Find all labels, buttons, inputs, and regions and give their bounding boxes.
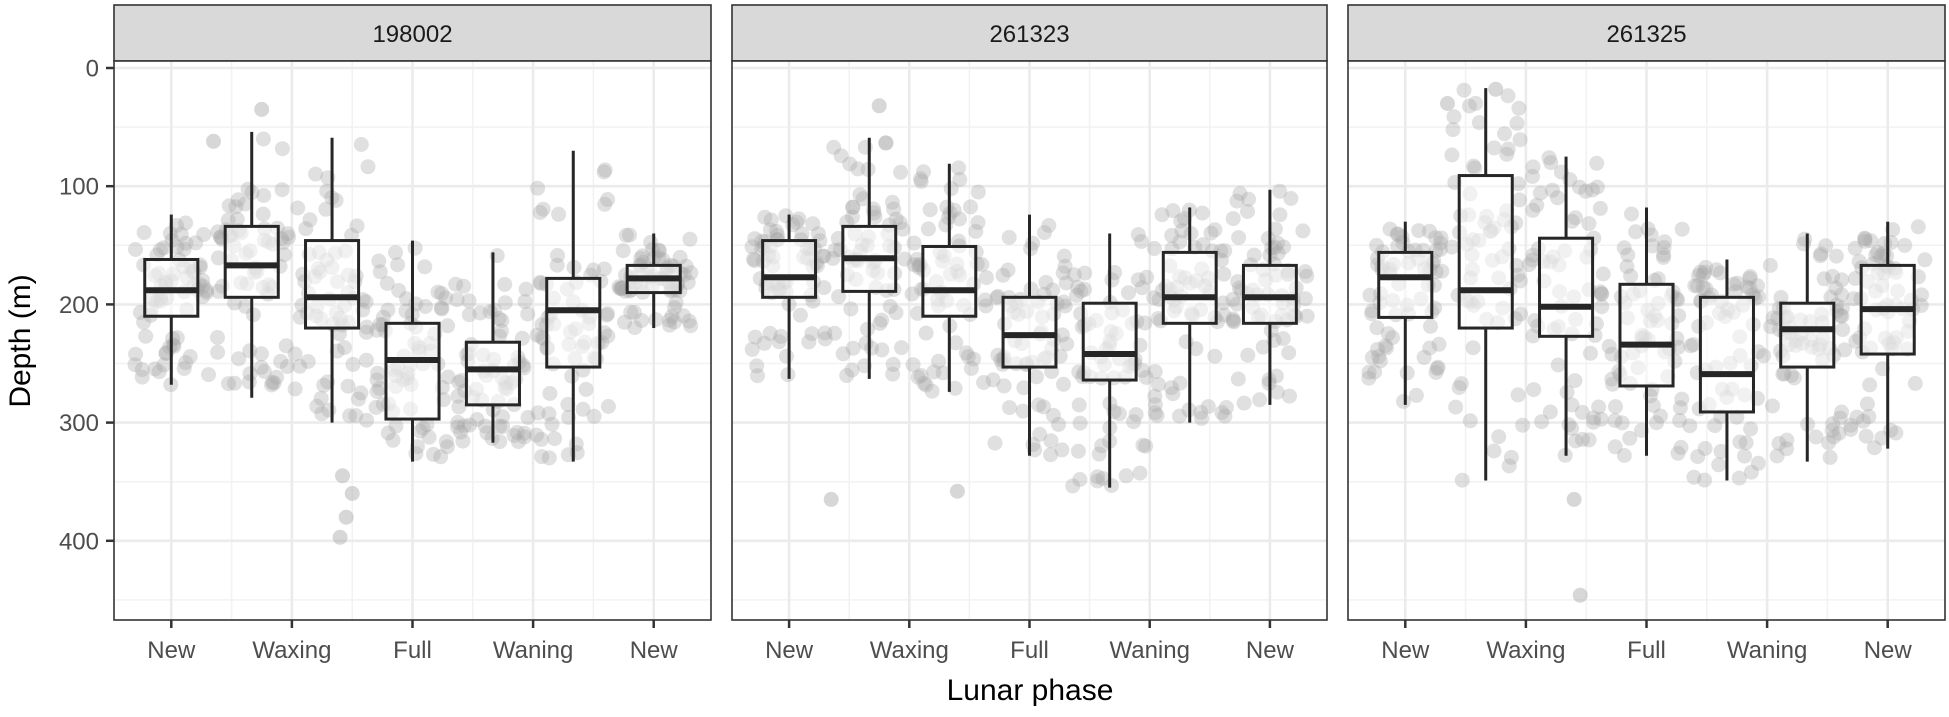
x-axis-title: Lunar phase (947, 674, 1114, 707)
x-tick-label: New (1864, 637, 1913, 664)
box-iqr (464, 340, 521, 407)
boxplot (1161, 207, 1218, 423)
x-tick-label: Waxing (1486, 637, 1565, 664)
facet-panel-261323: 261323 New Waxing Full Waning New (731, 4, 1328, 664)
boxplots (143, 131, 682, 462)
y-tick-label: 400 (59, 528, 99, 555)
boxplots (761, 137, 1298, 488)
boxplot (545, 150, 602, 462)
boxplot (1618, 207, 1675, 456)
x-tick-label: Waning (1109, 637, 1189, 664)
box-iqr (921, 244, 978, 318)
y-axis-title: Depth (m) (4, 274, 37, 407)
boxplot (304, 137, 361, 423)
outlier-point (1566, 491, 1582, 507)
boxplot (921, 163, 978, 392)
outlier-point (1440, 96, 1455, 111)
box-iqr (545, 276, 602, 369)
boxplot (1859, 221, 1916, 449)
boxplot (1538, 156, 1595, 456)
x-tick-label: New (147, 637, 196, 664)
outlier-point (1488, 81, 1504, 97)
x-tick-label: New (765, 637, 814, 664)
x-axis: New Waxing Full Waning New (147, 620, 678, 664)
boxplot (1377, 221, 1434, 405)
box-iqr (761, 239, 818, 299)
y-tick-label: 200 (59, 292, 99, 319)
box-iqr (1161, 250, 1218, 325)
x-tick-label: Waxing (252, 637, 331, 664)
x-axis: New Waxing Full Waning New (1381, 620, 1912, 664)
outlier-point (344, 486, 360, 501)
boxplot (841, 137, 898, 379)
boxplot (384, 240, 441, 462)
x-tick-label: New (1246, 637, 1295, 664)
outlier-point (949, 483, 965, 499)
y-tick-label: 300 (59, 410, 99, 437)
outlier-point (206, 133, 221, 149)
box-iqr (384, 321, 441, 421)
box-iqr (223, 224, 280, 299)
boxplot (223, 131, 280, 398)
y-tick-label: 0 (86, 56, 99, 83)
x-axis: New Waxing Full Waning New (765, 620, 1295, 664)
boxplot (625, 233, 682, 329)
outlier-point (823, 491, 839, 507)
facet-strip-label: 261323 (989, 21, 1069, 48)
x-tick-label: Full (1627, 637, 1666, 664)
x-tick-label: Full (393, 637, 432, 664)
x-tick-label: New (1381, 637, 1430, 664)
boxplot (1081, 233, 1138, 488)
boxplot (1001, 214, 1058, 456)
x-tick-label: Waning (493, 637, 573, 664)
boxplot (1457, 88, 1514, 481)
boxplot (1241, 189, 1298, 405)
box-iqr (1377, 250, 1434, 319)
box-iqr (1457, 174, 1514, 330)
outlier-point (338, 509, 354, 525)
x-tick-label: Waning (1727, 637, 1807, 664)
box-iqr (1698, 295, 1755, 414)
x-tick-label: Full (1010, 637, 1049, 664)
y-tick-label: 100 (59, 174, 99, 201)
x-tick-label: Waxing (870, 637, 949, 664)
facet-panel-261325: 261325 New Waxing Full Waning New (1347, 4, 1946, 664)
outlier-point (332, 529, 348, 545)
gridlines (732, 61, 1327, 620)
outlier-point (254, 101, 270, 117)
boxplot (1779, 233, 1836, 462)
facet-panel-198002: 198002 New Waxing Full Waning New (113, 4, 712, 664)
box-iqr (1538, 236, 1595, 338)
facet-strip-label: 198002 (372, 21, 452, 48)
boxplots (1377, 88, 1916, 481)
boxplot (464, 252, 521, 443)
y-axis: 0 100 200 300 400 (59, 56, 114, 555)
boxplot (143, 214, 200, 385)
outlier-point (335, 468, 350, 484)
outlier-point (871, 98, 887, 114)
boxplot (761, 214, 818, 379)
box-iqr (1618, 282, 1675, 388)
box-iqr (304, 239, 361, 330)
outlier-point (1572, 587, 1588, 603)
box-iqr (1081, 301, 1138, 382)
x-tick-label: New (630, 637, 679, 664)
boxplot (1698, 259, 1755, 481)
facet-strip (731, 4, 1328, 62)
box-iqr (1779, 301, 1836, 369)
facet-strip (113, 4, 712, 62)
facet-strip-label: 261325 (1606, 21, 1686, 48)
